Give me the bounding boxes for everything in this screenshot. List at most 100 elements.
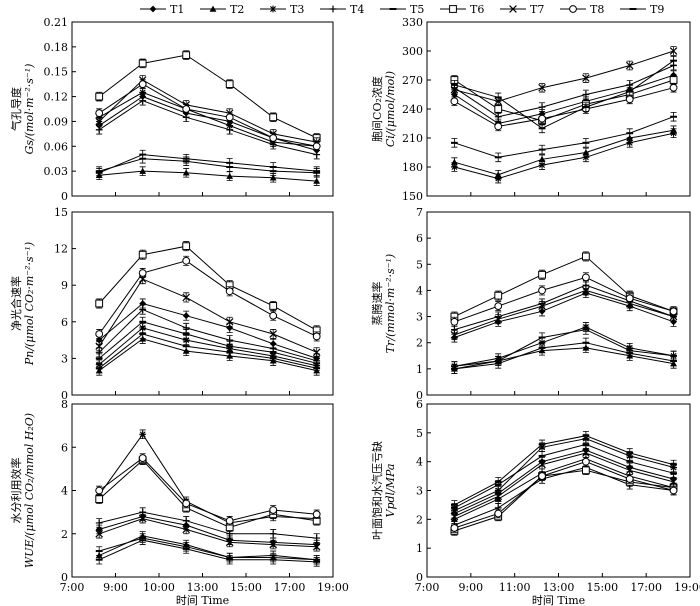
data-point bbox=[626, 452, 634, 455]
legend-marker-x bbox=[509, 5, 517, 13]
x-tick-label: 15:00 bbox=[586, 581, 618, 594]
data-point bbox=[269, 174, 277, 181]
data-point bbox=[225, 80, 234, 89]
series-line bbox=[98, 535, 317, 561]
series-line bbox=[454, 79, 674, 122]
data-point bbox=[582, 328, 590, 331]
data-point bbox=[182, 333, 190, 335]
legend-entry-t5: T5 bbox=[380, 3, 424, 16]
data-point bbox=[269, 351, 277, 354]
data-point bbox=[669, 307, 678, 316]
data-point bbox=[582, 341, 590, 344]
x-tick-label: 17:00 bbox=[630, 581, 662, 594]
y-axis-unit: Ci/(μmol/mol) bbox=[384, 71, 397, 147]
legend-entry-t9: T9 bbox=[620, 3, 664, 16]
series-t5 bbox=[95, 153, 321, 178]
data-point bbox=[582, 149, 590, 156]
data-point bbox=[225, 113, 234, 122]
data-point bbox=[313, 558, 321, 561]
y-tick-label: 6 bbox=[416, 398, 423, 411]
panels: 0 0.03 0.06 0.09 0.12 0.15 0.18 0.21 气孔导度 Gs/(mol… bbox=[9, 16, 700, 606]
data-point bbox=[95, 550, 103, 553]
legend-label: T9 bbox=[650, 3, 664, 16]
y-tick-label: 7 bbox=[416, 206, 423, 219]
plot-frame bbox=[71, 211, 334, 396]
data-point bbox=[95, 126, 103, 134]
data-point bbox=[670, 318, 677, 326]
series-line bbox=[454, 466, 674, 526]
series-line bbox=[454, 461, 674, 529]
data-point bbox=[269, 506, 278, 514]
y-tick-label: 0.09 bbox=[44, 115, 69, 128]
data-point bbox=[450, 503, 458, 506]
series-t8 bbox=[450, 456, 678, 533]
y-tick-label: 3 bbox=[416, 485, 423, 498]
data-point bbox=[269, 530, 277, 538]
series-t7 bbox=[450, 46, 678, 107]
data-point bbox=[95, 529, 104, 538]
x-tick-label: 13:00 bbox=[187, 581, 219, 594]
data-point bbox=[139, 97, 147, 105]
data-point bbox=[95, 92, 104, 101]
legend-entry-t2: T2 bbox=[200, 3, 244, 16]
data-point bbox=[95, 299, 104, 308]
series-line bbox=[98, 100, 317, 156]
legend-marker-plus bbox=[329, 5, 337, 13]
data-point bbox=[582, 443, 590, 446]
data-point bbox=[494, 156, 502, 159]
data-point bbox=[226, 161, 234, 164]
data-point bbox=[670, 129, 677, 137]
legend-label: T8 bbox=[590, 3, 604, 16]
x-tick-label: 19:00 bbox=[674, 581, 700, 594]
vpd-panel: 0 1 2 3 4 5 6 7:00 9:00 11:00 13:00 15:00 17:00 19:00… bbox=[370, 398, 700, 606]
series-t4 bbox=[95, 507, 321, 543]
series-line bbox=[454, 116, 674, 158]
series-t2 bbox=[450, 342, 677, 374]
data-point bbox=[95, 357, 103, 360]
y-tick-label: 4 bbox=[61, 485, 68, 498]
data-point bbox=[182, 545, 190, 548]
data-point bbox=[581, 252, 590, 261]
ci-panel: 150 180 210 240 270 300 330 胞间CO₂浓度 Ci/(μmol/mol… bbox=[370, 16, 691, 203]
legend-label: T1 bbox=[170, 3, 184, 16]
data-point bbox=[450, 83, 458, 86]
data-point bbox=[538, 161, 546, 169]
data-point bbox=[139, 306, 147, 313]
y-tick-label: 4 bbox=[416, 284, 423, 297]
y-tick-label: 210 bbox=[402, 132, 423, 145]
y-axis-label: 水分利用效率 bbox=[9, 458, 23, 524]
data-point bbox=[625, 95, 634, 104]
series-line bbox=[99, 158, 317, 174]
x-tick-label: 10:00 bbox=[143, 581, 175, 594]
data-point bbox=[450, 91, 458, 98]
y-tick-label: 0.03 bbox=[44, 165, 69, 178]
data-point bbox=[138, 454, 147, 462]
data-point bbox=[670, 360, 677, 363]
legend-label: T3 bbox=[290, 3, 304, 16]
data-point bbox=[95, 330, 104, 338]
series-line bbox=[98, 539, 317, 563]
data-point bbox=[313, 534, 321, 542]
data-point bbox=[538, 103, 546, 111]
x-tick-label: 13:00 bbox=[543, 581, 575, 594]
legend-marker-square bbox=[449, 5, 457, 13]
data-point bbox=[138, 269, 147, 277]
series-line bbox=[454, 443, 674, 509]
y-tick-label: 6 bbox=[61, 316, 68, 329]
series-line bbox=[454, 65, 674, 118]
data-point bbox=[450, 85, 459, 94]
data-point bbox=[313, 170, 321, 173]
y-tick-label: 0 bbox=[61, 571, 68, 584]
tr-panel: 0 1 2 3 4 5 6 7 蒸腾速率 Tr/(mmol·m⁻²·s⁻¹) bbox=[370, 206, 691, 402]
data-point bbox=[669, 478, 678, 486]
data-point bbox=[625, 294, 634, 303]
series-line bbox=[98, 278, 317, 353]
data-point bbox=[225, 538, 234, 547]
y-tick-label: 9 bbox=[61, 279, 68, 292]
legend-label: T5 bbox=[410, 3, 424, 16]
data-point bbox=[625, 466, 634, 475]
y-tick-label: 0 bbox=[61, 389, 68, 402]
y-tick-label: 150 bbox=[402, 190, 423, 203]
data-point bbox=[494, 302, 503, 311]
